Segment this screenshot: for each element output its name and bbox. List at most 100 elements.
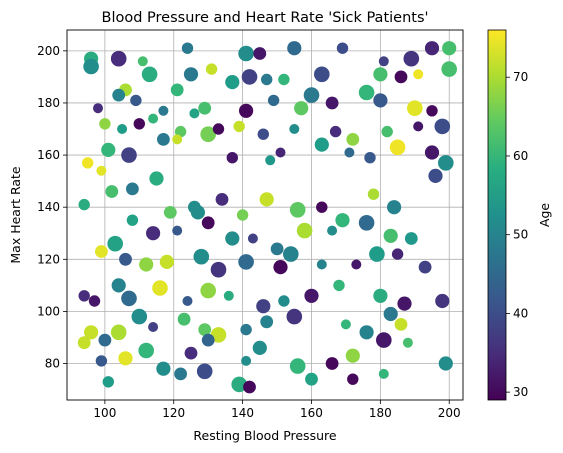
data-point	[278, 73, 290, 86]
data-point	[373, 288, 388, 303]
data-point	[84, 325, 99, 340]
data-point	[347, 373, 359, 385]
data-point	[170, 83, 184, 97]
data-point	[117, 124, 128, 134]
data-point	[156, 361, 171, 376]
data-point	[198, 323, 212, 336]
data-point	[141, 66, 158, 83]
data-point	[110, 50, 127, 67]
data-point	[93, 103, 103, 114]
data-point	[78, 198, 90, 211]
data-point	[241, 355, 252, 366]
data-point	[240, 323, 252, 336]
data-point	[111, 278, 126, 293]
data-point	[424, 145, 440, 160]
data-point	[130, 94, 142, 107]
x-axis-ticks: 100 120 140 160 180 200	[93, 400, 461, 420]
data-point	[407, 100, 423, 116]
data-point	[183, 67, 199, 82]
data-point	[177, 312, 191, 326]
data-point	[296, 222, 313, 239]
data-point	[102, 376, 115, 388]
data-point	[172, 225, 183, 236]
data-point	[378, 56, 389, 67]
data-point	[387, 200, 402, 215]
data-point	[397, 296, 412, 311]
y-tick-label: 120	[37, 252, 60, 266]
data-point	[205, 63, 218, 75]
data-point	[125, 182, 139, 196]
data-point	[198, 101, 212, 115]
data-point	[148, 113, 159, 124]
data-point	[256, 299, 271, 314]
data-points	[77, 41, 458, 394]
y-tick-label: 100	[37, 304, 60, 318]
data-point	[231, 376, 247, 393]
data-point	[373, 67, 388, 82]
data-point	[200, 126, 216, 142]
data-point	[118, 351, 133, 366]
data-point	[210, 327, 227, 343]
data-point	[225, 75, 240, 90]
y-tick-label: 200	[37, 44, 60, 58]
data-point	[201, 216, 215, 230]
data-point	[314, 66, 330, 83]
data-point	[265, 155, 276, 166]
colorbar-tick-label: 50	[513, 228, 528, 242]
data-point	[344, 147, 355, 158]
x-tick-label: 180	[369, 406, 392, 420]
data-point	[174, 367, 188, 381]
data-point	[345, 348, 360, 363]
data-point	[373, 93, 388, 108]
data-point	[119, 252, 132, 266]
data-point	[215, 193, 229, 206]
y-tick-label: 160	[37, 148, 60, 162]
y-tick-label: 80	[45, 357, 60, 371]
data-point	[438, 356, 453, 371]
data-point	[367, 188, 380, 200]
data-point	[336, 42, 349, 54]
data-point	[329, 125, 342, 138]
data-point	[273, 260, 288, 275]
data-point	[376, 332, 392, 348]
data-point	[189, 108, 200, 119]
colorbar-tick-label: 60	[513, 149, 528, 163]
data-point	[133, 118, 145, 130]
data-point	[200, 282, 216, 299]
colorbar-gradient	[487, 29, 507, 401]
data-point	[225, 231, 240, 246]
data-point	[394, 318, 408, 331]
data-point	[146, 226, 161, 241]
data-point	[391, 248, 404, 260]
data-point	[236, 209, 249, 221]
data-point	[438, 155, 454, 171]
data-point	[247, 233, 258, 244]
data-point	[413, 121, 424, 132]
data-point	[335, 213, 350, 228]
data-point	[88, 295, 101, 307]
data-point	[278, 295, 290, 307]
data-point	[327, 225, 338, 236]
data-point	[182, 296, 193, 306]
colorbar-label: Age	[537, 203, 552, 227]
data-point	[233, 120, 245, 133]
data-point	[358, 215, 375, 231]
data-point	[137, 56, 148, 67]
data-point	[413, 69, 424, 80]
data-point	[261, 73, 273, 86]
data-point	[252, 340, 267, 355]
data-point	[381, 125, 393, 138]
data-point	[418, 260, 432, 274]
data-point	[394, 70, 408, 84]
data-point	[149, 171, 164, 186]
data-point	[289, 202, 306, 218]
data-point	[212, 123, 225, 135]
colorbar-ticks: 30 40 50 60 70	[506, 70, 528, 399]
data-point	[287, 41, 302, 56]
data-point	[325, 357, 339, 370]
data-point	[289, 124, 300, 134]
data-point	[378, 368, 389, 379]
data-point	[243, 380, 256, 394]
data-point	[99, 118, 111, 130]
data-point	[157, 133, 170, 146]
